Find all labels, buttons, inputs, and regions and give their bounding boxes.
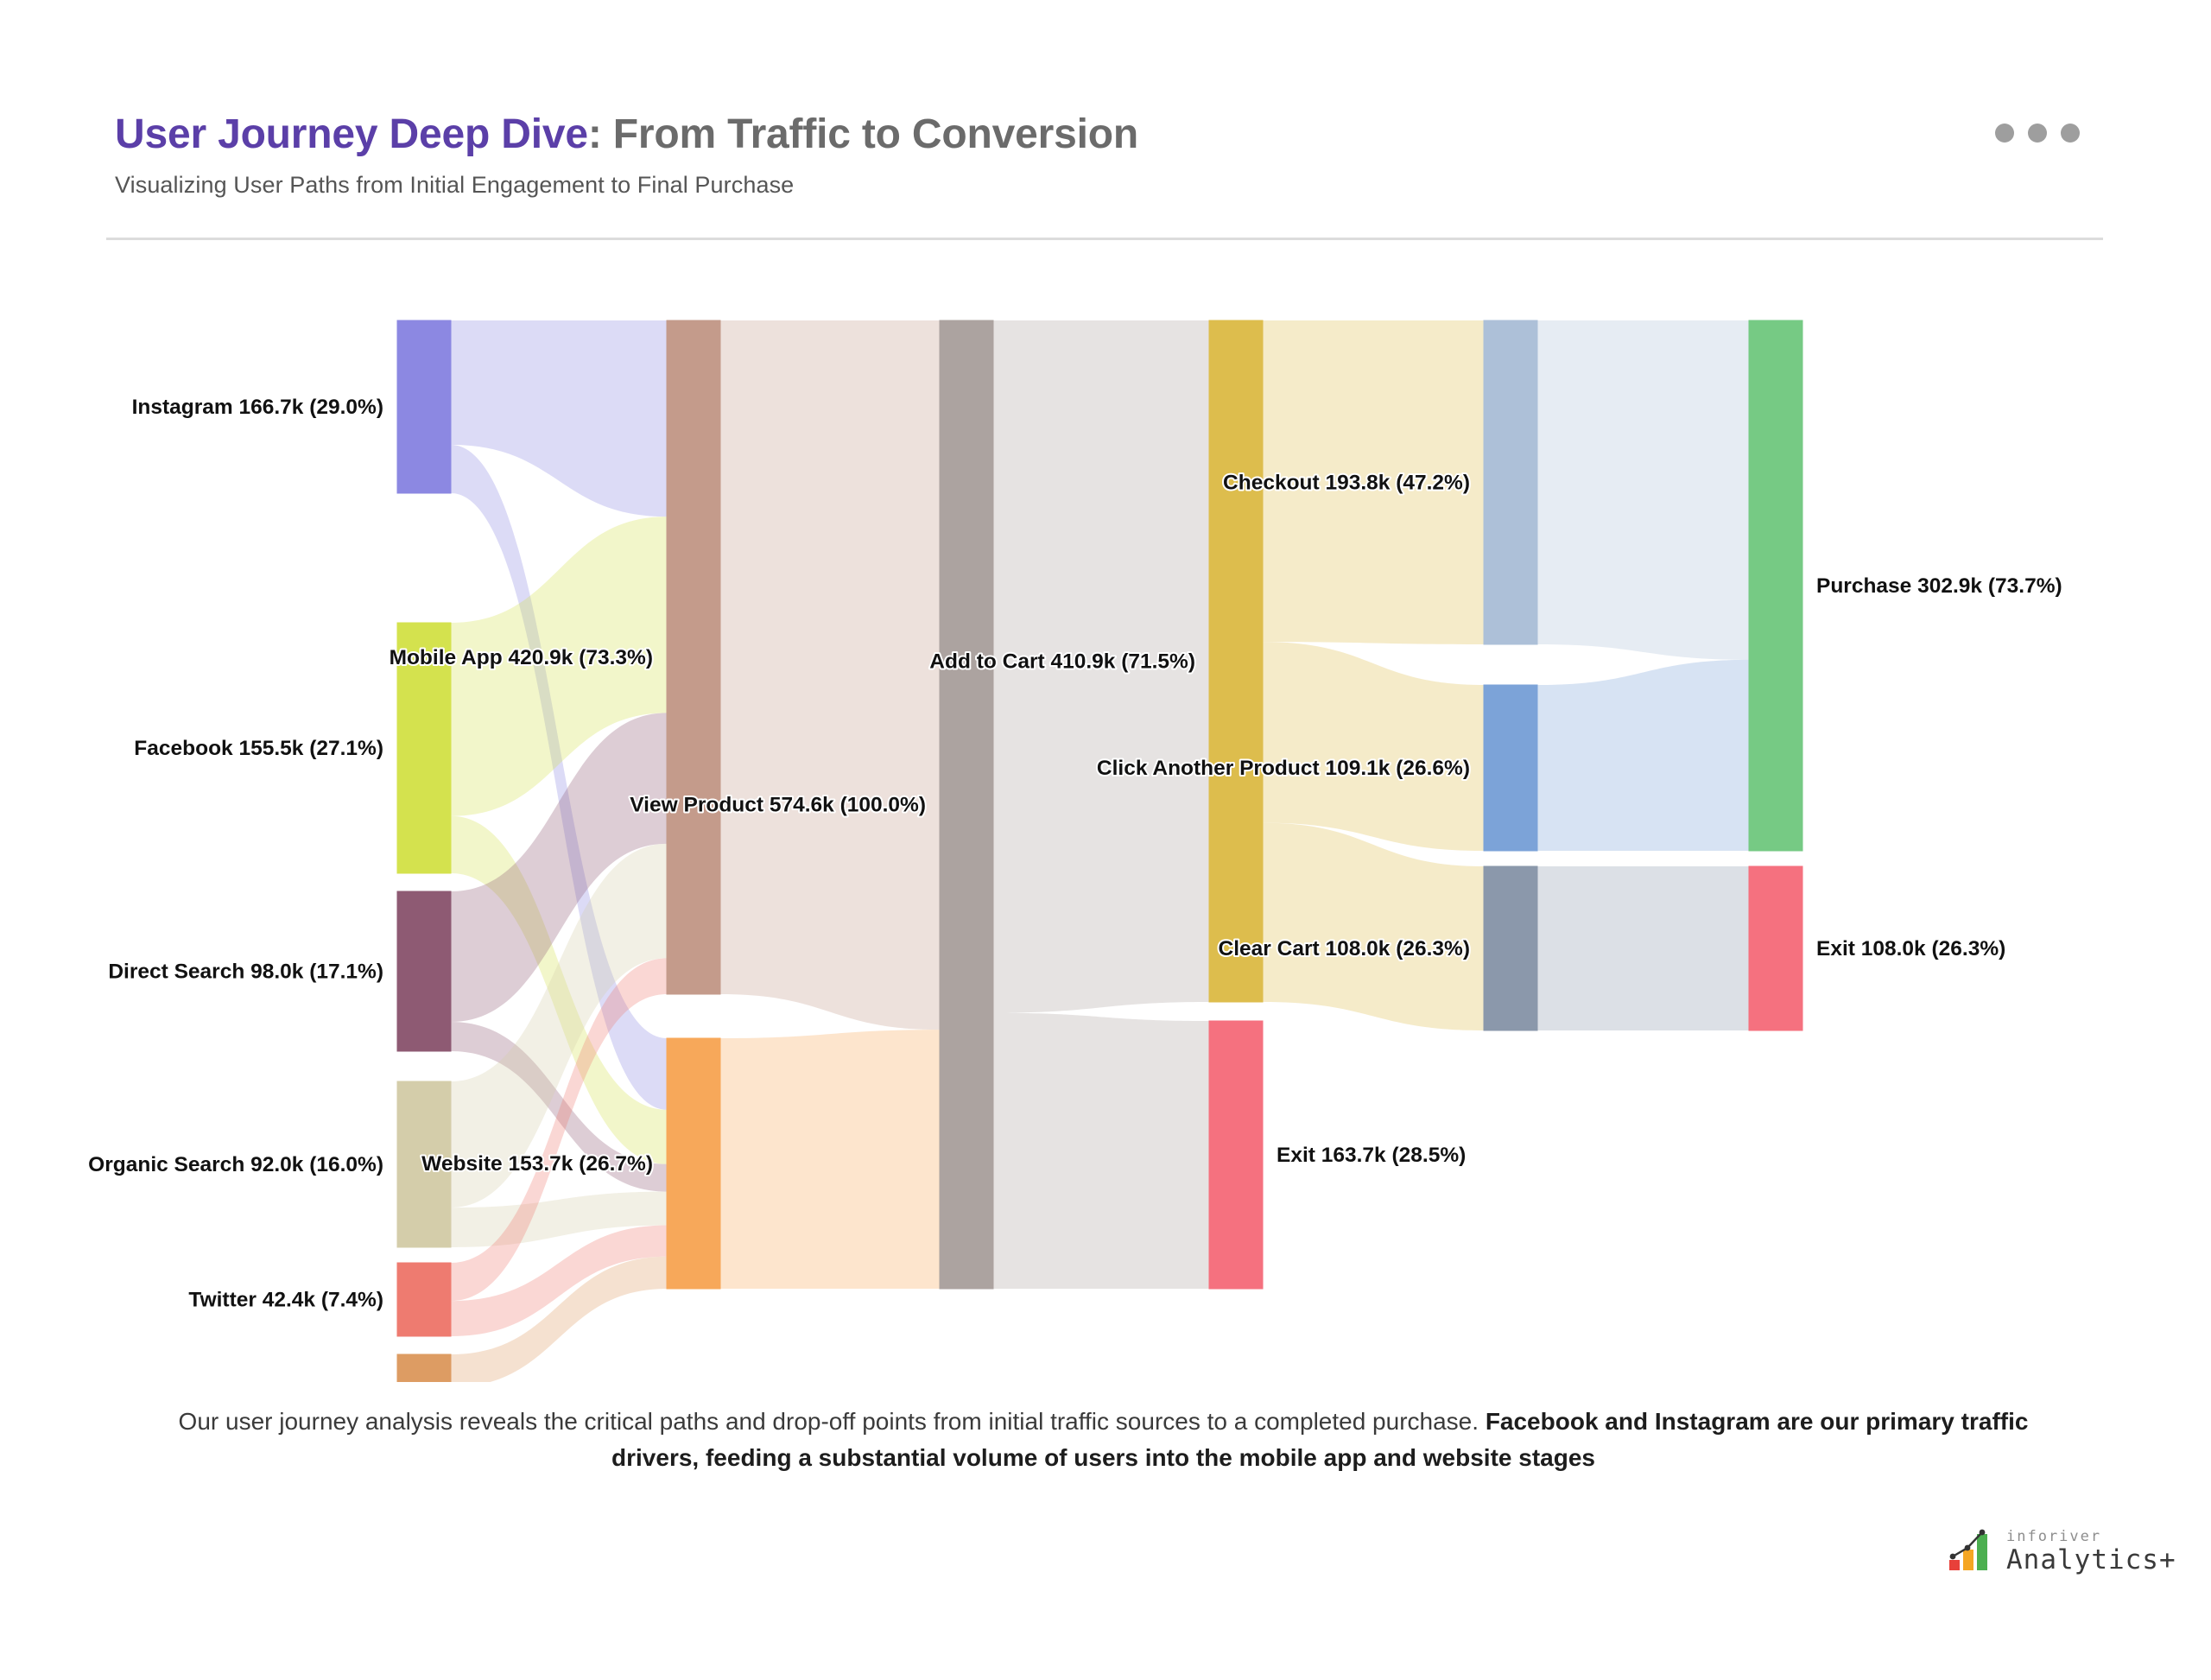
footer-text-normal: Our user journey analysis reveals the cr…	[178, 1408, 1486, 1435]
sankey-node-addtocart[interactable]	[1208, 320, 1264, 1003]
sankey-link[interactable]	[1263, 320, 1484, 644]
sankey-link[interactable]	[1263, 822, 1484, 1030]
sankey-node-direct[interactable]	[396, 891, 452, 1052]
sankey-link[interactable]	[1537, 320, 1749, 660]
sankey-node-label-direct: Direct Search 98.0k (17.1%)	[108, 960, 383, 984]
logo-wordmark: inforiver Analytics+	[2006, 1527, 2176, 1575]
sankey-node-twitter[interactable]	[396, 1262, 452, 1337]
page-title-accent: User Journey Deep Dive	[115, 111, 588, 157]
sankey-node-label-twitter: Twitter 42.4k (7.4%)	[188, 1289, 383, 1312]
dot-2	[2028, 124, 2047, 143]
sankey-links	[451, 320, 1749, 1382]
sankey-node-clearcart[interactable]	[1483, 865, 1538, 1031]
sankey-node-instagram[interactable]	[396, 320, 452, 494]
sankey-link[interactable]	[451, 1256, 667, 1382]
sankey-node-label-addtocart: Add to Cart 410.9k (71.5%)	[929, 650, 1195, 674]
page-title: User Journey Deep Dive: From Traffic to …	[115, 111, 2101, 158]
logo-line-2: Analytics+	[2006, 1544, 2176, 1575]
dot-1	[1995, 124, 2014, 143]
sankey-nodes	[396, 320, 1803, 1382]
sankey-link[interactable]	[1263, 642, 1484, 851]
sankey-node-label-clickanother: Click Another Product 109.1k (26.6%)	[1097, 757, 1470, 780]
sankey-labels: Instagram 166.7k (29.0%) Facebook 155.5k …	[86, 394, 2063, 1314]
sankey-svg: Instagram 166.7k (29.0%) Facebook 155.5k …	[86, 320, 2064, 1382]
sankey-node-label-checkout: Checkout 193.8k (47.2%)	[1223, 472, 1470, 495]
sankey-link[interactable]	[993, 1012, 1209, 1289]
sankey-node-label-instagram: Instagram 166.7k (29.0%)	[132, 396, 383, 419]
bar-chart-logo-icon	[1949, 1529, 1987, 1570]
sankey-link[interactable]	[451, 517, 667, 816]
footer-insight: Our user journey analysis reveals the cr…	[147, 1404, 2060, 1476]
sankey-link[interactable]	[451, 444, 667, 1110]
sankey-link[interactable]	[451, 815, 667, 1164]
logo-line-1: inforiver	[2006, 1527, 2102, 1545]
sankey-node-mobileapp[interactable]	[666, 320, 721, 995]
sankey-node-checkout[interactable]	[1483, 320, 1538, 645]
sankey-link[interactable]	[451, 958, 667, 1302]
sankey-link[interactable]	[451, 1191, 667, 1247]
sankey-node-exit_mid[interactable]	[1208, 1020, 1264, 1290]
sankey-chart: Instagram 166.7k (29.0%) Facebook 155.5k …	[0, 259, 2211, 1382]
sankey-link[interactable]	[720, 1030, 940, 1289]
inforiver-logo: inforiver Analytics+	[1947, 1527, 2176, 1575]
sankey-node-website[interactable]	[666, 1037, 721, 1290]
dot-3	[2061, 124, 2080, 143]
sankey-node-clickanother[interactable]	[1483, 684, 1538, 852]
sankey-node-viewproduct[interactable]	[939, 320, 994, 1290]
sankey-node-label-mobileapp: Mobile App 420.9k (73.3%)	[390, 646, 653, 669]
page-title-rest: : From Traffic to Conversion	[587, 111, 1138, 157]
sankey-node-label-purchase: Purchase 302.9k (73.7%)	[1816, 574, 2062, 598]
sankey-node-purchase[interactable]	[1748, 320, 1803, 852]
more-options-icon[interactable]	[1995, 124, 2080, 143]
sankey-node-label-exit_end: Exit 108.0k (26.3%)	[1816, 937, 2005, 960]
sankey-link[interactable]	[720, 320, 940, 1030]
sankey-link[interactable]	[451, 713, 667, 1023]
sankey-link[interactable]	[451, 843, 667, 1208]
sankey-node-label-facebook: Facebook 155.5k (27.1%)	[134, 737, 383, 760]
sankey-link[interactable]	[1537, 659, 1749, 851]
header: User Journey Deep Dive: From Traffic to …	[115, 111, 2101, 199]
sankey-link[interactable]	[993, 320, 1209, 1013]
sankey-node-organic[interactable]	[396, 1081, 452, 1248]
sankey-node-exit_end[interactable]	[1748, 865, 1803, 1031]
sankey-node-label-organic: Organic Search 92.0k (16.0%)	[88, 1153, 383, 1176]
sankey-link[interactable]	[451, 1022, 667, 1192]
page-subtitle: Visualizing User Paths from Initial Enga…	[115, 172, 795, 199]
sankey-node-label-clearcart: Clear Cart 108.0k (26.3%)	[1219, 937, 1470, 960]
header-divider	[106, 238, 2103, 240]
footer-text-bold: Facebook and Instagram are our primary t…	[611, 1408, 2029, 1471]
sankey-node-label-exit_mid: Exit 163.7k (28.5%)	[1277, 1144, 1466, 1167]
sankey-node-facebook[interactable]	[396, 622, 452, 874]
sankey-link[interactable]	[451, 320, 667, 517]
sankey-node-label-viewproduct: View Product 574.6k (100.0%)	[630, 794, 926, 817]
sankey-link[interactable]	[1537, 866, 1749, 1030]
sankey-node-label-website: Website 153.7k (26.7%)	[421, 1152, 653, 1176]
sankey-node-other_src[interactable]	[396, 1354, 452, 1382]
sankey-link[interactable]	[451, 1225, 667, 1336]
